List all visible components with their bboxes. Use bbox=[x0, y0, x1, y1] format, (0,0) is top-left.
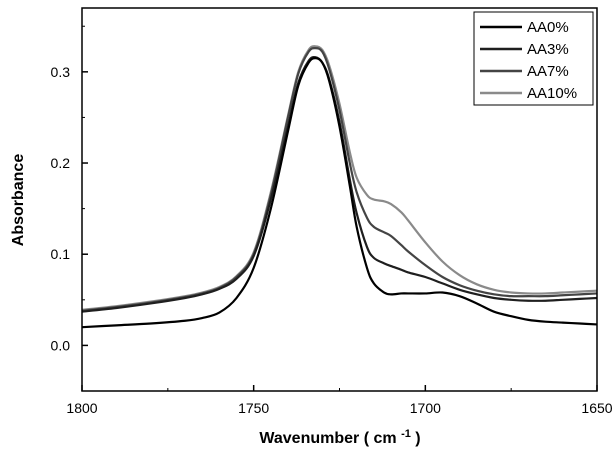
x-tick-label: 1800 bbox=[66, 400, 97, 416]
x-axis-title-text: Wavenumber bbox=[259, 430, 359, 447]
series-line-aa7-pct bbox=[81, 46, 598, 312]
tick-label-layer: 1800 1750 1700 1650 0.0 0.1 0.2 0.3 bbox=[51, 64, 613, 416]
x-tick-label: 1700 bbox=[410, 400, 441, 416]
legend-label: AA0% bbox=[527, 19, 569, 36]
y-tick-label: 0.3 bbox=[51, 64, 71, 80]
x-axis-unit-base: cm bbox=[373, 430, 396, 447]
x-axis-unit-open: ( bbox=[364, 430, 370, 447]
x-axis-title: Wavenumber ( cm -1 ) bbox=[259, 424, 420, 447]
y-axis-title: Absorbance bbox=[10, 154, 27, 247]
legend: AA0% AA3% AA7% AA10% bbox=[473, 11, 594, 106]
x-tick-label: 1650 bbox=[581, 400, 612, 416]
x-tick-label: 1750 bbox=[238, 400, 269, 416]
y-tick-label: 0.1 bbox=[51, 246, 71, 262]
series-layer bbox=[81, 45, 598, 329]
x-axis-unit-exp: -1 bbox=[401, 428, 411, 440]
tick-layer bbox=[81, 25, 598, 391]
y-tick-label: 0.0 bbox=[51, 337, 71, 353]
legend-label: AA7% bbox=[527, 63, 569, 80]
series-line-aa0-pct bbox=[81, 57, 598, 329]
legend-label: AA10% bbox=[527, 85, 577, 102]
series-line-aa3-pct bbox=[81, 55, 598, 313]
y-tick-label: 0.2 bbox=[51, 155, 71, 171]
x-axis-unit-close: ) bbox=[415, 430, 420, 447]
legend-label: AA3% bbox=[527, 41, 569, 58]
